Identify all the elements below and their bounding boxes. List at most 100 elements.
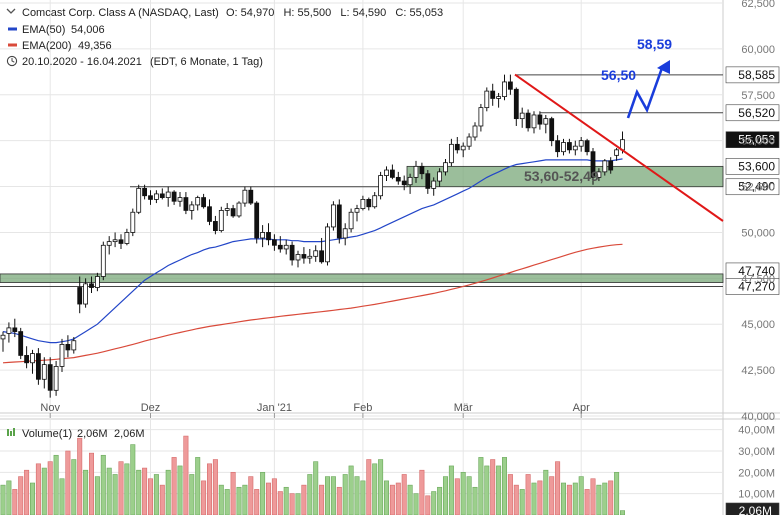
- volume-bar: [319, 484, 325, 516]
- price-tag-text: 52,490: [738, 180, 775, 194]
- ema50-line: [2, 158, 623, 344]
- candle: [401, 175, 407, 191]
- candle-body-down: [171, 191, 177, 202]
- time-tick-label: Mär: [454, 402, 473, 414]
- volume-bar: [431, 491, 437, 516]
- candle: [0, 331, 6, 352]
- candle-body-up: [602, 160, 608, 173]
- volume-bar: [555, 461, 561, 516]
- volume-bar: [460, 472, 466, 516]
- candle-body-up: [531, 114, 537, 129]
- price-tag-52490: 52,490: [725, 178, 780, 196]
- price-tick-label: 57,500: [741, 90, 775, 102]
- candle: [212, 215, 218, 235]
- candle: [295, 250, 301, 268]
- candle-body-up: [460, 145, 466, 151]
- volume-bar: [614, 472, 620, 516]
- candle: [490, 83, 496, 106]
- volume-bar: [560, 482, 566, 516]
- volume-value-2: 2,06M: [114, 428, 145, 440]
- volume-bar: [596, 484, 602, 516]
- time-tick-label: Jan '21: [257, 402, 292, 414]
- candle: [277, 236, 283, 253]
- candle-body-up: [448, 143, 454, 164]
- volume-bar: [566, 484, 572, 516]
- candle-body-up: [354, 208, 360, 213]
- candle: [18, 327, 24, 360]
- candle: [360, 195, 366, 211]
- volume-bar: [89, 452, 95, 516]
- price-tag-text: 58,585: [738, 68, 775, 82]
- candle: [260, 225, 266, 248]
- candle: [366, 197, 372, 211]
- candle: [289, 241, 295, 266]
- candle-body-down: [395, 176, 401, 182]
- volume-price-tag: 2,06M: [725, 502, 780, 520]
- volume-bar: [230, 472, 236, 516]
- volume-tick-label: 10,00M: [738, 489, 775, 501]
- volume-bar: [18, 476, 24, 516]
- candle-body-up: [153, 193, 159, 200]
- candle: [171, 190, 177, 205]
- candle: [118, 234, 124, 249]
- candle-body-up: [496, 96, 502, 99]
- volume-bar: [525, 474, 531, 516]
- candle-body-down: [277, 244, 283, 250]
- candle: [549, 116, 555, 147]
- price-tag-text: 56,520: [738, 106, 775, 120]
- volume-tick-label: 20,00M: [738, 467, 775, 479]
- candle-body-up: [484, 90, 490, 109]
- volume-bar: [136, 469, 142, 516]
- candle: [319, 237, 325, 264]
- volume-bar: [53, 454, 59, 516]
- candle-body-up: [614, 149, 619, 156]
- candle: [413, 160, 419, 183]
- price-tag-text: 47,740: [738, 264, 775, 278]
- candle-body-down: [248, 189, 254, 204]
- candle: [47, 357, 53, 398]
- candle-body-up: [130, 211, 136, 233]
- candle-body-down: [77, 287, 83, 305]
- ema50-legend-label: EMA(50): [22, 24, 65, 36]
- candle: [614, 148, 619, 161]
- volume-bar: [378, 459, 384, 516]
- volume-bar: [608, 480, 614, 516]
- volume-bar: [236, 486, 242, 516]
- price-tick-label: 60,000: [741, 44, 775, 56]
- candle: [207, 199, 212, 226]
- candle-body-up: [543, 118, 549, 125]
- volume-bar: [83, 469, 89, 516]
- candle: [460, 142, 466, 158]
- candle: [572, 140, 578, 156]
- candle-body-up: [260, 232, 266, 239]
- candle-body-up: [218, 210, 224, 232]
- candle: [271, 234, 277, 251]
- candle: [407, 173, 413, 194]
- volume-bar: [543, 469, 549, 516]
- candle-body-down: [159, 193, 165, 198]
- candle: [283, 239, 289, 255]
- candle: [466, 133, 472, 150]
- price-tick-label: 50,000: [741, 227, 775, 239]
- volume-bar: [513, 484, 519, 516]
- chart-collapse-icon[interactable]: [6, 8, 16, 14]
- candle: [230, 204, 236, 218]
- candle: [431, 177, 437, 196]
- candle-body-up: [124, 232, 130, 244]
- volume-bar: [389, 484, 395, 516]
- candle-body-up: [431, 180, 437, 189]
- candle: [354, 204, 360, 222]
- volume-bar: [71, 459, 77, 516]
- price-tick-label: 52,500: [741, 182, 775, 194]
- candle-body-up: [41, 364, 47, 380]
- candle: [59, 338, 65, 372]
- price-tag-box: [725, 66, 780, 84]
- candle: [83, 278, 88, 308]
- volume-bar: [183, 435, 189, 516]
- candle-body-up: [572, 145, 578, 151]
- price-tag-box: [725, 104, 780, 122]
- volume-bar: [177, 465, 183, 516]
- candle: [183, 192, 189, 215]
- volume-bar: [212, 459, 218, 516]
- target-label-2: 58,59: [637, 36, 672, 52]
